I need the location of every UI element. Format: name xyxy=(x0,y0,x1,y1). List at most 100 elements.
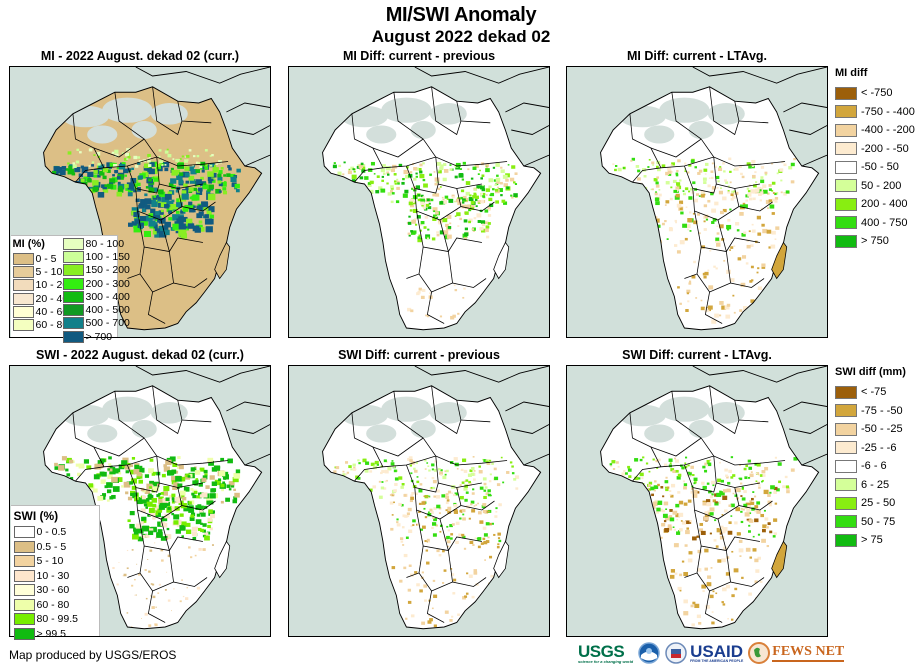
raster-cell xyxy=(704,462,708,466)
raster-cell xyxy=(759,187,764,191)
raster-cell xyxy=(615,461,619,464)
legend-swatch xyxy=(13,627,35,640)
raster-cell xyxy=(359,199,363,202)
raster-cell xyxy=(429,508,433,512)
raster-cell xyxy=(755,569,760,573)
fewsnet-globe-icon xyxy=(748,642,771,664)
raster-cell xyxy=(677,159,681,163)
legend-mi-diff: MI diff < -750 -750 - -400 -400 - -200 -200… xyxy=(835,67,915,251)
raster-cell xyxy=(650,211,654,215)
raster-cell xyxy=(427,228,430,231)
raster-cell xyxy=(749,500,752,503)
noaa-logo xyxy=(638,642,660,664)
raster-cell xyxy=(116,166,120,170)
raster-cell xyxy=(451,194,455,198)
raster-cell xyxy=(793,157,796,161)
raster-cell xyxy=(152,195,158,200)
raster-cell xyxy=(635,192,641,197)
raster-cell xyxy=(494,183,497,186)
raster-cell xyxy=(101,471,107,477)
raster-cell xyxy=(427,237,429,240)
raster-cell xyxy=(622,197,626,201)
raster-cell xyxy=(654,218,660,223)
raster-cell xyxy=(123,573,127,577)
raster-cell xyxy=(390,597,393,600)
raster-cell xyxy=(689,475,692,477)
raster-cell xyxy=(380,486,385,490)
raster-cell xyxy=(683,486,687,490)
raster-cell xyxy=(217,176,223,182)
raster-cell xyxy=(448,198,454,203)
raster-cell xyxy=(80,165,84,169)
raster-cell xyxy=(164,513,170,519)
raster-cell xyxy=(772,198,776,202)
raster-cell xyxy=(135,594,137,596)
raster-cell xyxy=(746,508,751,513)
raster-cell xyxy=(481,223,485,226)
raster-cell xyxy=(177,466,181,469)
raster-cell xyxy=(74,166,81,173)
raster-cell xyxy=(723,527,727,531)
raster-cell xyxy=(762,591,766,594)
nodata-area xyxy=(644,424,675,443)
raster-cell xyxy=(234,492,240,498)
raster-cell xyxy=(150,583,153,585)
raster-cell xyxy=(712,484,715,487)
raster-cell xyxy=(688,280,692,283)
usaid-logo: USAID FROM THE AMERICAN PEOPLE xyxy=(665,642,743,664)
raster-cell xyxy=(141,208,147,213)
raster-cell xyxy=(415,175,418,178)
raster-cell xyxy=(612,468,616,470)
raster-cell xyxy=(211,197,215,201)
raster-cell xyxy=(361,166,366,170)
raster-cell xyxy=(335,183,341,187)
country-border xyxy=(351,113,384,168)
raster-cell xyxy=(470,177,474,180)
raster-cell xyxy=(684,465,688,469)
raster-cell xyxy=(771,189,774,192)
raster-cell xyxy=(409,464,413,467)
raster-cell xyxy=(685,520,690,525)
raster-cell xyxy=(663,520,667,523)
raster-cell xyxy=(675,459,679,463)
raster-cell xyxy=(134,464,140,470)
raster-cell xyxy=(683,599,688,604)
raster-cell xyxy=(714,493,718,497)
raster-cell xyxy=(676,250,681,254)
legend-label: -6 - 6 xyxy=(861,460,887,473)
raster-cell xyxy=(158,492,161,496)
country-borders xyxy=(629,86,786,324)
raster-cell xyxy=(127,519,131,523)
raster-cell xyxy=(187,475,191,478)
raster-cell xyxy=(486,220,489,223)
raster-cell xyxy=(133,189,137,193)
nodata-area xyxy=(707,103,745,125)
raster-cell xyxy=(389,501,394,505)
raster-cell xyxy=(697,549,702,554)
raster-cell xyxy=(414,218,417,221)
raster-cell xyxy=(715,267,718,270)
raster-cell xyxy=(674,244,678,247)
raster-cell xyxy=(709,594,714,599)
raster-cell xyxy=(443,569,447,572)
raster-cell xyxy=(469,194,472,197)
raster-cell xyxy=(707,269,710,272)
raster-cell xyxy=(705,499,711,503)
raster-cell xyxy=(773,606,777,610)
raster-cell xyxy=(167,507,171,510)
raster-cell xyxy=(61,500,67,505)
raster-cell xyxy=(431,463,435,467)
raster-cell xyxy=(756,463,761,467)
raster-cell xyxy=(455,198,461,203)
raster-cell xyxy=(61,166,67,170)
raster-cell xyxy=(208,509,213,514)
fewsnet-logo: FEWS NET xyxy=(748,642,845,664)
raster-cell xyxy=(774,238,777,240)
main-title: MI/SWI Anomaly xyxy=(385,4,537,26)
raster-cell xyxy=(742,508,745,511)
raster-cell xyxy=(711,221,715,224)
raster-cell xyxy=(50,180,56,186)
raster-cell xyxy=(752,535,755,538)
country-border xyxy=(103,455,229,468)
raster-cell xyxy=(148,220,156,227)
